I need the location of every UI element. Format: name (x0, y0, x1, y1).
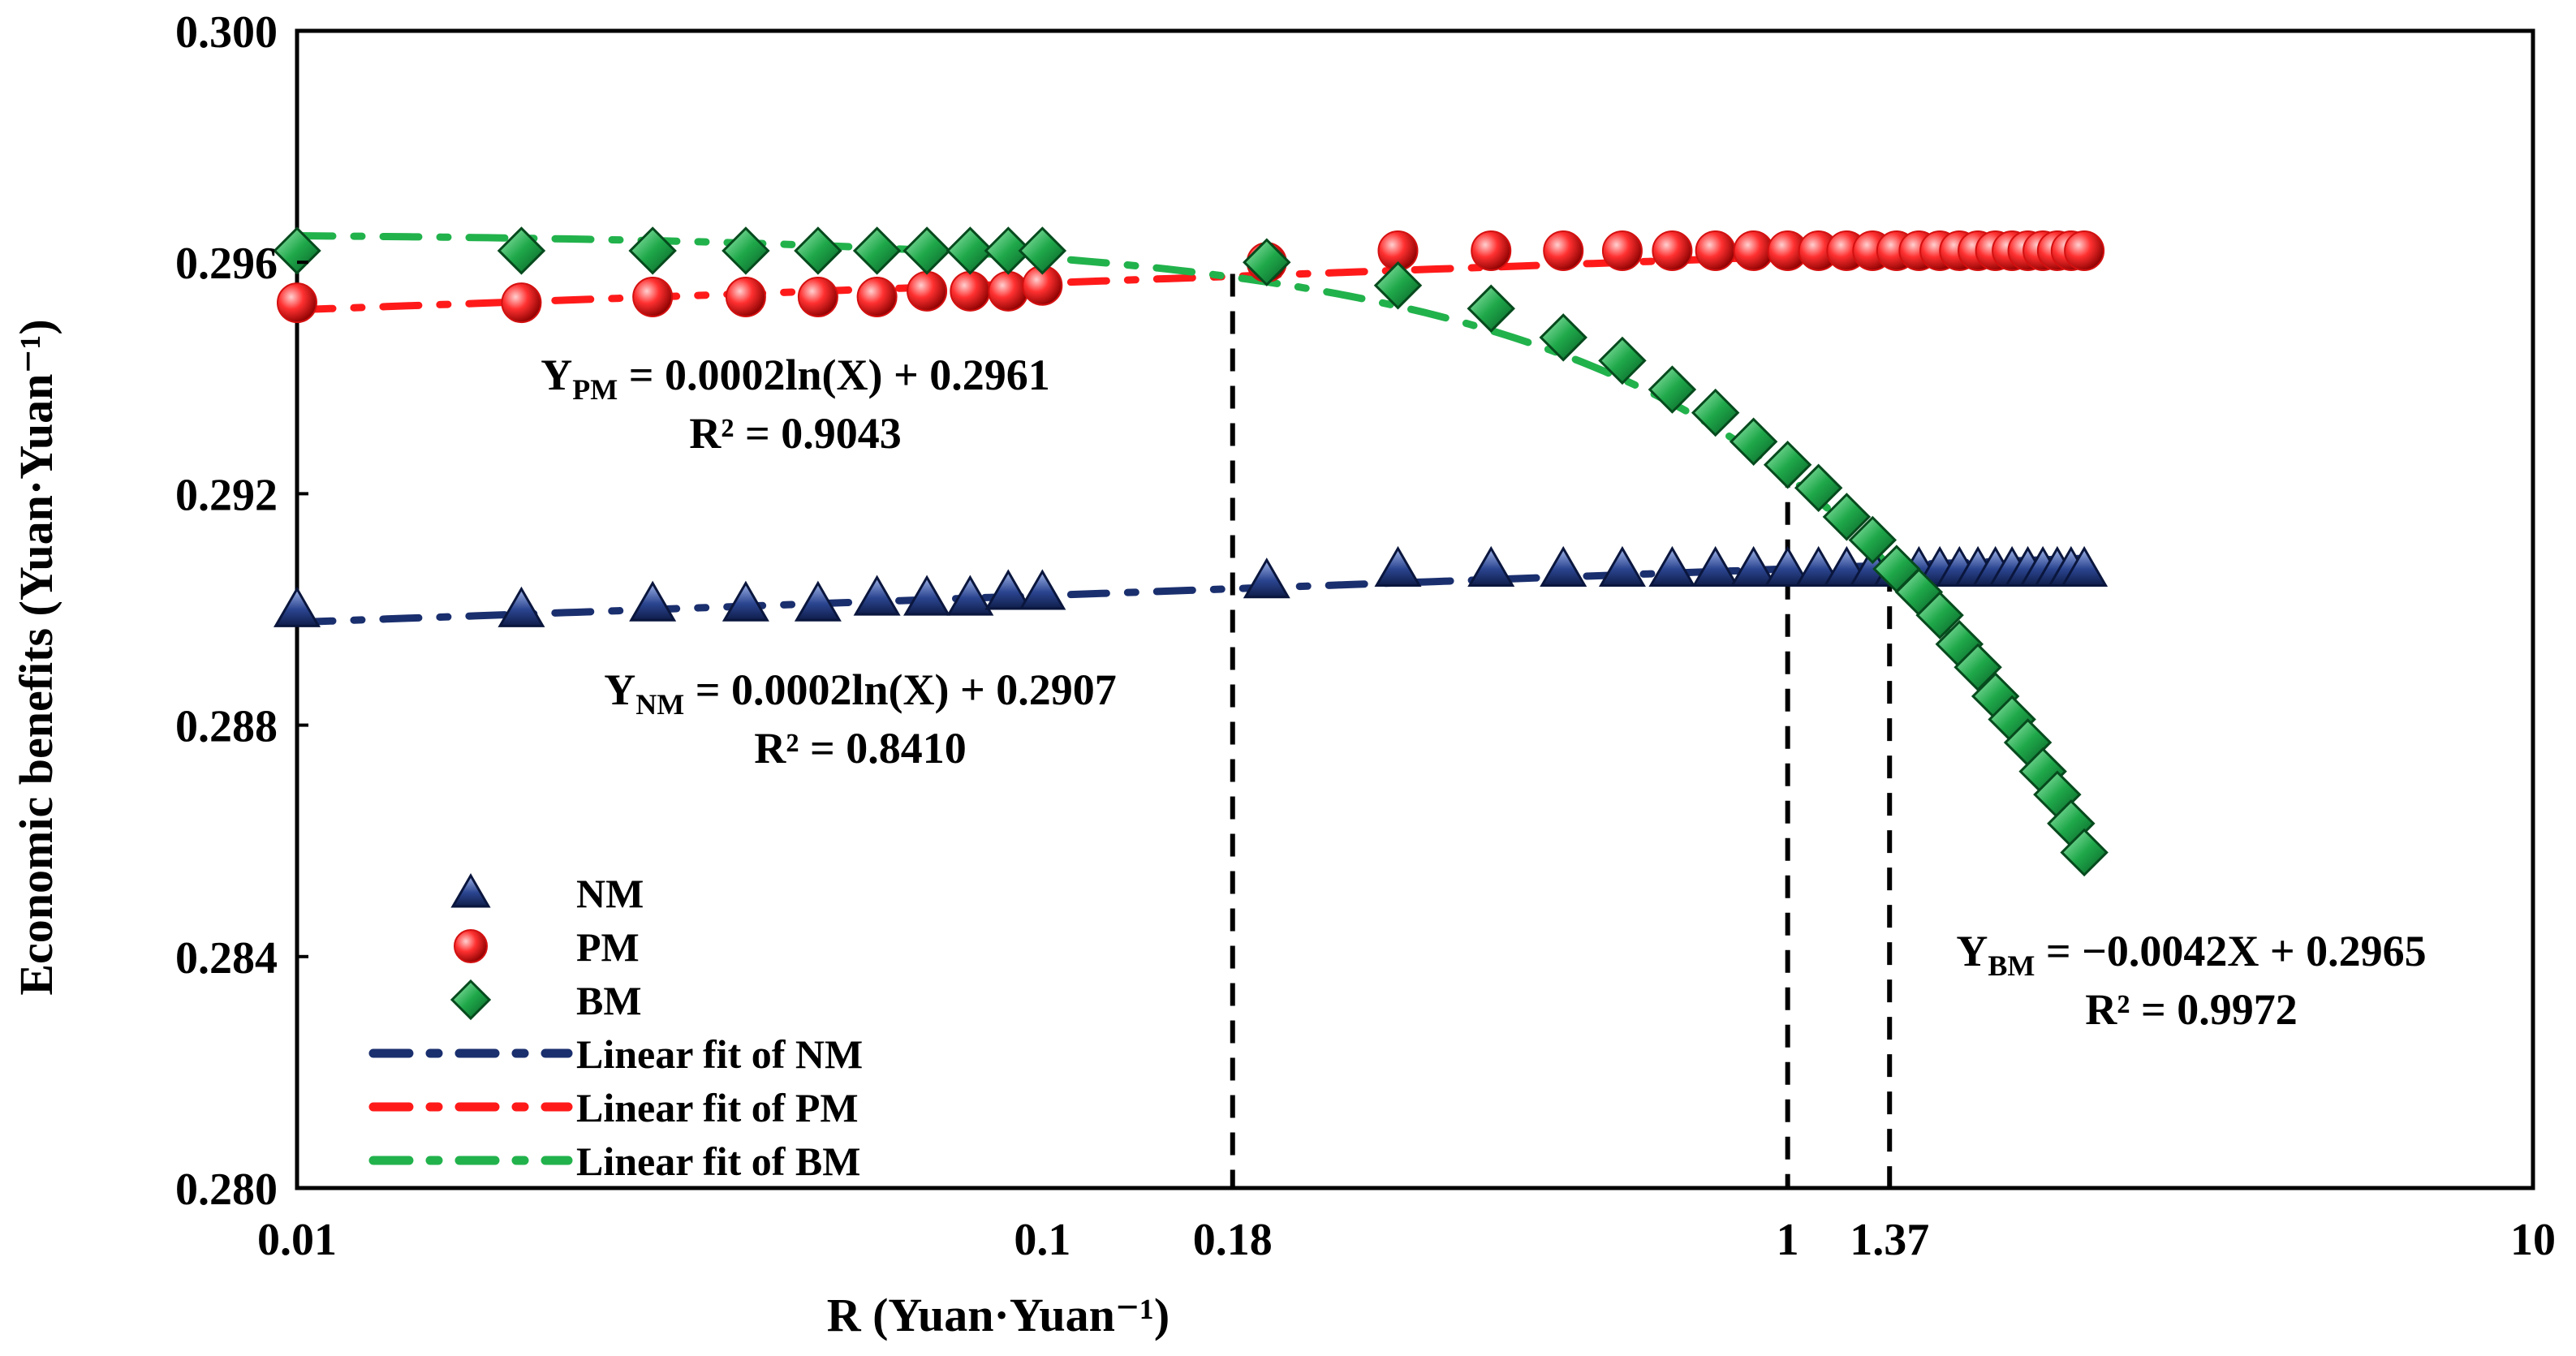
marker-bm-16 (1648, 365, 1697, 414)
pm-r2: R² = 0.9043 (689, 409, 901, 458)
data-markers (273, 226, 2109, 877)
marker-pm-17 (1695, 230, 1736, 271)
y-axis-title: Economic benefits (Yuan·Yuan⁻¹) (10, 319, 62, 995)
marker-nm-14 (1540, 545, 1587, 587)
legend-marker-nm (450, 873, 491, 908)
marker-bm-11 (1243, 238, 1291, 286)
marker-pm-5 (797, 276, 838, 317)
marker-nm-12 (1374, 545, 1422, 587)
marker-bm-10 (1018, 226, 1067, 275)
marker-bm-15 (1598, 336, 1647, 385)
axis-ticks: 0.280 0.284 0.288 0.292 0.296 0.300 0.01 0.1 0.1… (175, 7, 2556, 1265)
marker-nm-11 (1243, 557, 1290, 599)
legend-marker-bm (450, 979, 492, 1021)
marker-pm-13 (1471, 230, 1512, 271)
marker-bm-3 (628, 226, 677, 275)
x-axis-title: R (Yuan·Yuan⁻¹) (827, 1289, 1170, 1341)
marker-nm-6 (853, 575, 901, 616)
marker-pm-14 (1543, 230, 1584, 271)
legend-label-5: Linear fit of PM (576, 1085, 859, 1130)
marker-nm-2 (498, 586, 545, 627)
marker-bm-4 (722, 226, 770, 275)
marker-pm-4 (725, 276, 766, 317)
marker-bm-14 (1539, 313, 1587, 362)
marker-bm-5 (794, 226, 842, 275)
legend-label-6: Linear fit of BM (576, 1139, 860, 1184)
marker-pm-16 (1652, 230, 1693, 271)
marker-pm-9 (988, 270, 1029, 312)
marker-nm-34 (2061, 545, 2109, 587)
y-tick-label-3: 0.288 (175, 702, 278, 752)
marker-pm-3 (632, 276, 674, 317)
marker-pm-34 (2064, 230, 2105, 271)
y-tick-label-5: 0.296 (175, 239, 278, 289)
legend-label-2: PM (576, 924, 640, 970)
marker-pm-8 (950, 270, 991, 312)
marker-pm-15 (1601, 230, 1643, 271)
legend-label-1: NM (576, 871, 644, 916)
marker-bm-13 (1467, 284, 1515, 333)
marker-bm-2 (497, 226, 546, 275)
marker-bm-34 (2060, 828, 2109, 877)
bm-equation: YBM = −0.0042X + 0.2965 (1956, 927, 2426, 982)
marker-bm-6 (852, 226, 902, 275)
marker-nm-10 (1019, 569, 1066, 610)
bm-r2: R² = 0.9972 (2085, 985, 2297, 1034)
legend-label-3: BM (576, 978, 642, 1023)
x-tick-label-4: 1 (1777, 1215, 1799, 1265)
marker-nm-13 (1467, 545, 1515, 587)
marker-nm-18 (1730, 545, 1777, 587)
legend: NM PM BM Linear fit of NM Linear fit of PM Li… (368, 871, 863, 1184)
x-tick-label-1: 0.01 (257, 1215, 337, 1265)
marker-pm-1 (277, 282, 317, 324)
marker-bm-19 (1763, 441, 1812, 489)
marker-nm-5 (794, 580, 842, 622)
marker-nm-8 (946, 575, 994, 616)
pm-equation: YPM = 0.0002ln(X) + 0.2961 (541, 351, 1050, 406)
marker-nm-15 (1598, 545, 1646, 587)
marker-bm-22 (1848, 515, 1898, 565)
legend-label-4: Linear fit of NM (576, 1031, 863, 1077)
y-tick-label-1: 0.280 (175, 1164, 278, 1215)
marker-nm-16 (1648, 545, 1696, 587)
marker-pm-7 (907, 270, 948, 312)
marker-bm-8 (946, 226, 995, 275)
marker-bm-25 (1915, 591, 1964, 639)
marker-bm-9 (984, 226, 1033, 275)
fit-lines (293, 232, 2088, 845)
marker-nm-19 (1764, 545, 1811, 587)
marker-bm-20 (1794, 463, 1843, 512)
marker-bm-17 (1691, 388, 1740, 437)
x-tick-label-5: 1.37 (1850, 1215, 1929, 1265)
nm-r2: R² = 0.8410 (754, 724, 966, 773)
marker-nm-9 (984, 569, 1032, 610)
y-tick-label-2: 0.284 (175, 933, 278, 984)
marker-bm-12 (1373, 260, 1423, 310)
reference-lines (1230, 273, 1893, 1188)
marker-nm-7 (903, 575, 951, 616)
marker-pm-18 (1733, 230, 1774, 271)
nm-equation: YNM = 0.0002ln(X) + 0.2907 (604, 665, 1117, 721)
marker-nm-1 (273, 586, 321, 627)
x-tick-label-6: 10 (2510, 1215, 2556, 1265)
marker-nm-17 (1691, 545, 1739, 587)
y-tick-label-6: 0.300 (175, 7, 278, 58)
legend-marker-pm (454, 929, 488, 963)
marker-bm-18 (1729, 417, 1778, 466)
marker-pm-6 (856, 276, 898, 317)
marker-nm-3 (629, 580, 677, 622)
x-tick-label-2: 0.1 (1014, 1215, 1070, 1265)
fit-equations: YPM = 0.0002ln(X) + 0.2961 R² = 0.9043 Y… (541, 351, 2426, 1034)
marker-bm-7 (902, 226, 951, 275)
marker-pm-2 (501, 282, 542, 324)
marker-nm-4 (722, 580, 769, 622)
marker-bm-21 (1822, 493, 1872, 541)
y-tick-label-4: 0.292 (175, 470, 278, 520)
x-tick-label-3: 0.18 (1193, 1215, 1273, 1265)
fit-line-3 (293, 232, 2088, 845)
